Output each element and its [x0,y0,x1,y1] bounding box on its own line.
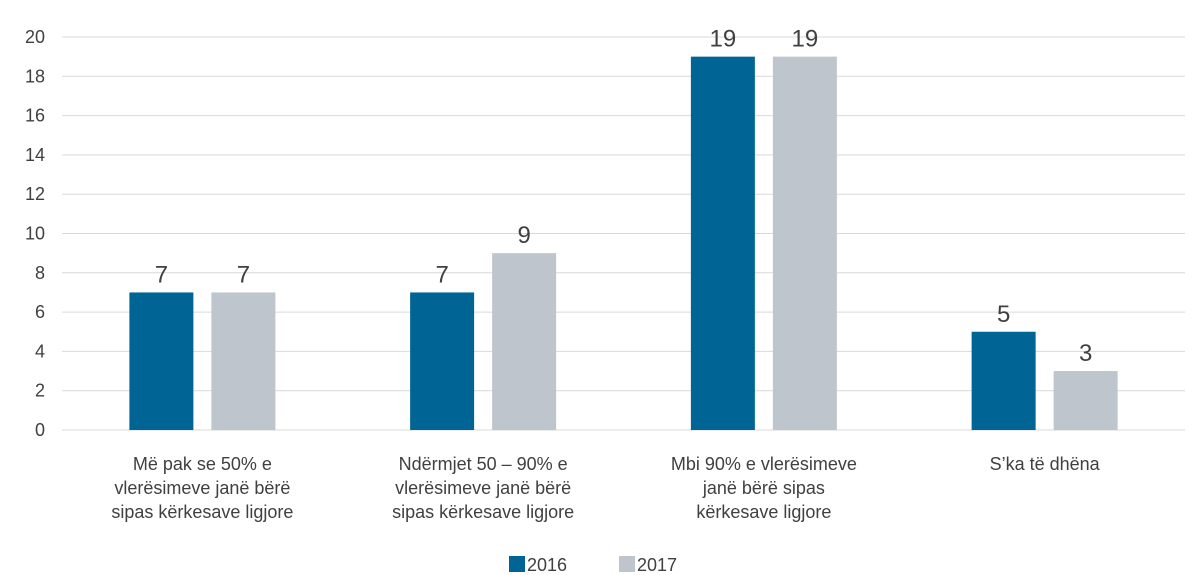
y-tick-label: 16 [25,106,45,126]
bar [772,56,837,431]
bar [690,56,755,431]
legend-swatch [509,556,525,572]
y-tick-label: 8 [35,263,45,283]
y-tick-label: 14 [25,145,45,165]
y-tick-label: 18 [25,66,45,86]
x-tick-label: Ndërmjet 50 – 90% e vlerësimeve janë bërë… [392,454,574,522]
value-label: 7 [237,261,250,288]
y-tick-label: 20 [25,27,45,47]
bar [1053,371,1118,430]
bar [211,292,276,430]
y-tick-label: 12 [25,184,45,204]
x-tick-label: S’ka të dhëna [990,454,1101,474]
y-tick-label: 6 [35,302,45,322]
value-label: 19 [792,26,819,53]
y-tick-label: 10 [25,224,45,244]
bar [492,253,557,430]
value-label: 7 [155,261,168,288]
legend-label: 2016 [527,555,567,575]
bar [410,292,475,430]
value-label: 19 [710,26,737,53]
bar [971,331,1036,430]
y-tick-label: 0 [35,420,45,440]
value-label: 3 [1079,340,1092,367]
x-tick-label: Mbi 90% e vlerësimeve janë bërë sipas kërk… [671,454,857,522]
y-tick-label: 2 [35,381,45,401]
legend-label: 2017 [637,555,677,575]
y-tick-label: 4 [35,341,45,361]
value-label: 7 [435,261,448,288]
value-label: 9 [517,222,530,249]
legend-swatch [619,556,635,572]
x-tick-label: Më pak se 50% e vlerësimeve janë bërë sipa… [111,454,293,522]
bar [129,292,194,430]
value-label: 5 [997,301,1010,328]
